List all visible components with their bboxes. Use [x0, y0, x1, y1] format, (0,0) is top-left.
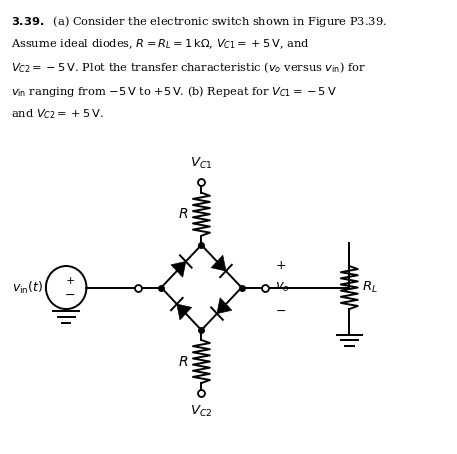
Text: $-$: $-$	[276, 303, 287, 316]
Text: $+$: $+$	[276, 259, 287, 271]
Text: $v_o$: $v_o$	[276, 281, 291, 294]
Text: $R$: $R$	[179, 207, 189, 221]
Text: Assume ideal diodes, $R = R_L = 1\,\mathrm{k}\Omega$, $V_{C1} = +5\,\mathrm{V}$,: Assume ideal diodes, $R = R_L = 1\,\math…	[11, 37, 310, 51]
Text: $\mathbf{3.39.}$  (a) Consider the electronic switch shown in Figure P3.39.: $\mathbf{3.39.}$ (a) Consider the electr…	[11, 14, 387, 29]
Polygon shape	[211, 255, 226, 271]
Text: $V_{C2}$: $V_{C2}$	[190, 404, 213, 419]
Polygon shape	[217, 298, 232, 314]
Polygon shape	[177, 304, 191, 320]
Text: and $V_{C2} = +5\,\mathrm{V}$.: and $V_{C2} = +5\,\mathrm{V}$.	[11, 107, 104, 121]
Text: $v_{\mathrm{in}}$ ranging from $-5\,\mathrm{V}$ to $+5\,\mathrm{V}$. (b) Repeat : $v_{\mathrm{in}}$ ranging from $-5\,\mat…	[11, 84, 337, 99]
Text: $v_{\mathrm{in}}(t)$: $v_{\mathrm{in}}(t)$	[11, 280, 43, 296]
Text: $V_{C1}$: $V_{C1}$	[190, 156, 213, 171]
Polygon shape	[171, 262, 186, 277]
Text: +: +	[66, 276, 75, 286]
Text: $V_{C2} = -5\,\mathrm{V}$. Plot the transfer characteristic ($v_o$ versus $v_{\m: $V_{C2} = -5\,\mathrm{V}$. Plot the tran…	[11, 61, 366, 75]
Text: −: −	[65, 289, 76, 301]
Text: $R$: $R$	[179, 355, 189, 369]
Text: $R_L$: $R_L$	[362, 280, 378, 295]
